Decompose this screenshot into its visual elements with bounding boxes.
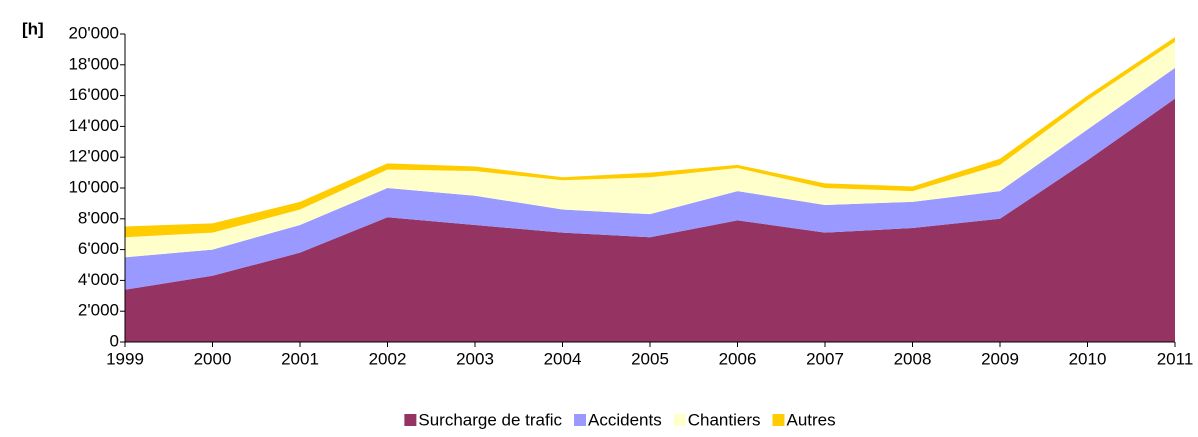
- legend-swatch: [404, 414, 417, 426]
- legend-label: Surcharge de trafic: [418, 410, 562, 429]
- legend: Surcharge de trafic Accidents Chantiers Aut…: [404, 410, 836, 429]
- y-tick-label: 10'000: [68, 177, 119, 196]
- y-tick-label: 16'000: [68, 85, 119, 104]
- y-tick-label: 4'000: [78, 270, 119, 289]
- x-tick-label: 2005: [631, 349, 669, 368]
- x-tick-label: 2009: [981, 349, 1019, 368]
- y-axis-label: [h]: [22, 19, 44, 38]
- x-tick-label: 2008: [894, 349, 932, 368]
- x-tick-label: 1999: [106, 349, 144, 368]
- area: [125, 98, 1175, 343]
- y-tick-label: 2'000: [78, 301, 119, 320]
- area: [125, 41, 1175, 258]
- x-tick-label: 2010: [1069, 349, 1107, 368]
- legend-swatch: [673, 414, 686, 426]
- x-tick-label: 2006: [719, 349, 757, 368]
- y-tick-label: 14'000: [68, 116, 119, 135]
- legend-swatch: [772, 414, 785, 426]
- x-tick-label: 2002: [369, 349, 407, 368]
- x-tick-label: 2004: [544, 349, 582, 368]
- y-tick-label: 12'000: [68, 147, 119, 166]
- x-tick-label: 2001: [281, 349, 319, 368]
- x-tick-label: 2000: [194, 349, 232, 368]
- y-tick-label: 18'000: [68, 54, 119, 73]
- y-tick-label: 0: [110, 331, 119, 350]
- x-tick-label: 2003: [456, 349, 494, 368]
- x-tick-label: 2011: [1157, 349, 1194, 368]
- legend-label: Chantiers: [688, 410, 761, 429]
- y-tick-label: 8'000: [78, 208, 119, 227]
- area: [125, 37, 1175, 238]
- y-tick-label: 6'000: [78, 239, 119, 258]
- area: [125, 67, 1175, 290]
- y-tick-label: 20'000: [68, 23, 119, 42]
- legend-label: Autres: [786, 410, 835, 429]
- legend-swatch: [574, 414, 587, 426]
- x-tick-label: 2007: [806, 349, 844, 368]
- legend-label: Accidents: [588, 410, 662, 429]
